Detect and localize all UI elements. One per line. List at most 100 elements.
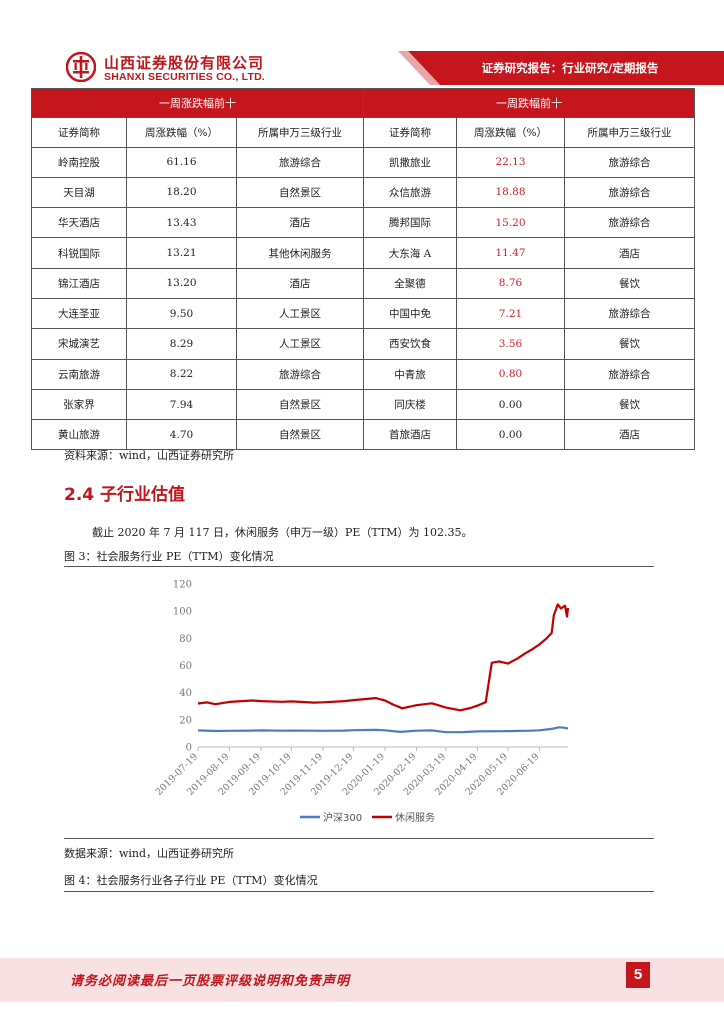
gainer-change-cell: 18.20 bbox=[126, 176, 237, 209]
gainer-change-cell: 9.50 bbox=[126, 297, 237, 330]
gainer-change-cell: 4.70 bbox=[126, 419, 237, 451]
loser-change-cell: 15.20 bbox=[456, 207, 565, 239]
gainer-change-cell: 13.43 bbox=[126, 207, 237, 239]
gainer-industry-cell: 酒店 bbox=[236, 267, 364, 299]
gainer-industry-cell: 旅游综合 bbox=[236, 358, 364, 390]
gainer-name-cell: 岭南控股 bbox=[31, 146, 127, 178]
figure4-caption: 图 4：社会服务行业各子行业 PE（TTM）变化情况 bbox=[64, 874, 318, 887]
y-tick-label: 100 bbox=[173, 607, 192, 618]
loser-name-cell: 同庆楼 bbox=[363, 388, 457, 421]
chart-source: 数据来源：wind，山西证券研究所 bbox=[64, 847, 235, 860]
table-title-row: 一周涨跌幅前十 一周跌幅前十 bbox=[31, 88, 696, 118]
table-row: 岭南控股 61.16 旅游综合 凯撒旅业 22.13 旅游综合 bbox=[31, 146, 696, 178]
body-paragraph: 截止 2020 年 7 月 117 日，休闲服务（申万一级）PE（TTM）为 1… bbox=[92, 526, 473, 539]
header-banner bbox=[398, 51, 724, 85]
gainers-title: 一周涨跌幅前十 bbox=[31, 88, 364, 118]
section-title: 2.4 子行业估值 bbox=[64, 485, 186, 505]
loser-name-cell: 中青旅 bbox=[363, 358, 457, 390]
weekly-change-table: 一周涨跌幅前十 一周跌幅前十 证券简称 周涨跌幅（%） 所属申万三级行业 证券简… bbox=[31, 88, 696, 451]
loser-name-cell: 腾邦国际 bbox=[363, 207, 457, 239]
gainer-name-cell: 科锐国际 bbox=[31, 237, 127, 269]
gainer-name-cell: 锦江酒店 bbox=[31, 267, 127, 299]
table-row: 宋城演艺 8.29 人工景区 西安饮食 3.56 餐饮 bbox=[31, 328, 696, 360]
loser-name-cell: 首旅酒店 bbox=[363, 419, 457, 451]
company-name-en: SHANXI SECURITIES CO., LTD. bbox=[104, 71, 265, 83]
loser-industry-cell: 酒店 bbox=[563, 237, 696, 269]
gainer-industry-cell: 人工景区 bbox=[236, 297, 364, 330]
y-tick-label: 0 bbox=[186, 743, 192, 754]
loser-change-cell: 0.80 bbox=[456, 358, 565, 390]
company-name-cn: 山西证券股份有限公司 bbox=[104, 54, 265, 72]
gainer-change-cell: 13.21 bbox=[126, 237, 237, 269]
loser-name-cell: 凯撒旅业 bbox=[363, 146, 457, 178]
col-header-industry: 所属申万三级行业 bbox=[563, 117, 696, 148]
figure3-caption: 图 3：社会服务行业 PE（TTM）变化情况 bbox=[64, 550, 274, 563]
gainer-industry-cell: 自然景区 bbox=[236, 419, 364, 451]
loser-industry-cell: 旅游综合 bbox=[563, 297, 696, 330]
gainer-industry-cell: 自然景区 bbox=[236, 176, 364, 209]
gainer-name-cell: 宋城演艺 bbox=[31, 328, 127, 360]
loser-change-cell: 11.47 bbox=[456, 237, 565, 269]
loser-industry-cell: 旅游综合 bbox=[563, 358, 696, 390]
gainer-change-cell: 8.29 bbox=[126, 328, 237, 360]
legend-label: 沪深300 bbox=[323, 811, 362, 824]
divider bbox=[64, 838, 654, 839]
gainer-name-cell: 天目湖 bbox=[31, 176, 127, 209]
y-tick-label: 20 bbox=[179, 715, 192, 726]
loser-name-cell: 西安饮食 bbox=[363, 328, 457, 360]
loser-change-cell: 8.76 bbox=[456, 267, 565, 299]
col-header-name: 证券简称 bbox=[363, 117, 457, 148]
gainer-change-cell: 8.22 bbox=[126, 358, 237, 390]
gainer-name-cell: 大连圣亚 bbox=[31, 297, 127, 330]
col-header-name: 证券简称 bbox=[31, 117, 127, 148]
col-header-change: 周涨跌幅（%） bbox=[456, 117, 565, 148]
loser-industry-cell: 酒店 bbox=[563, 419, 696, 451]
report-type: 证券研究报告：行业研究/定期报告 bbox=[481, 61, 659, 75]
loser-industry-cell: 餐饮 bbox=[563, 388, 696, 421]
footer-band bbox=[0, 958, 724, 1002]
gainer-name-cell: 华天酒店 bbox=[31, 207, 127, 239]
col-header-change: 周涨跌幅（%） bbox=[126, 117, 237, 148]
legend-label: 休闲服务 bbox=[395, 811, 435, 824]
gainer-name-cell: 张家界 bbox=[31, 388, 127, 421]
table-row: 科锐国际 13.21 其他休闲服务 大东海 A 11.47 酒店 bbox=[31, 237, 696, 269]
gainer-name-cell: 黄山旅游 bbox=[31, 419, 127, 451]
loser-name-cell: 大东海 A bbox=[363, 237, 457, 269]
leisure-series-line bbox=[197, 603, 570, 712]
page-number: 5 bbox=[626, 962, 650, 988]
y-tick-label: 60 bbox=[179, 661, 192, 672]
gainer-change-cell: 13.20 bbox=[126, 267, 237, 299]
gainer-industry-cell: 人工景区 bbox=[236, 328, 364, 360]
gainer-name-cell: 云南旅游 bbox=[31, 358, 127, 390]
loser-change-cell: 0.00 bbox=[456, 419, 565, 451]
y-tick-label: 40 bbox=[179, 688, 192, 699]
loser-change-cell: 22.13 bbox=[456, 146, 565, 178]
table-row: 云南旅游 8.22 旅游综合 中青旅 0.80 旅游综合 bbox=[31, 358, 696, 390]
divider bbox=[64, 566, 654, 567]
loser-industry-cell: 旅游综合 bbox=[563, 207, 696, 239]
table-row: 锦江酒店 13.20 酒店 全聚德 8.76 餐饮 bbox=[31, 267, 696, 299]
loser-name-cell: 全聚德 bbox=[363, 267, 457, 299]
pe-ttm-line-chart: 0204060801001202019-07-192019-08-192019-… bbox=[154, 580, 570, 824]
loser-change-cell: 18.88 bbox=[456, 176, 565, 209]
disclaimer-note: 请务必阅读最后一页股票评级说明和免责声明 bbox=[70, 974, 351, 989]
hs300-series-line bbox=[197, 726, 569, 734]
loser-name-cell: 中国中免 bbox=[363, 297, 457, 330]
table-row: 张家界 7.94 自然景区 同庆楼 0.00 餐饮 bbox=[31, 388, 696, 421]
table-header-row: 证券简称 周涨跌幅（%） 所属申万三级行业 证券简称 周涨跌幅（%） 所属申万三… bbox=[31, 117, 696, 148]
gainer-industry-cell: 旅游综合 bbox=[236, 146, 364, 178]
loser-change-cell: 7.21 bbox=[456, 297, 565, 330]
table-row: 黄山旅游 4.70 自然景区 首旅酒店 0.00 酒店 bbox=[31, 419, 696, 451]
loser-change-cell: 0.00 bbox=[456, 388, 565, 421]
gainer-change-cell: 7.94 bbox=[126, 388, 237, 421]
loser-industry-cell: 餐饮 bbox=[563, 328, 696, 360]
table-row: 天目湖 18.20 自然景区 众信旅游 18.88 旅游综合 bbox=[31, 176, 696, 209]
losers-title: 一周跌幅前十 bbox=[362, 88, 696, 118]
page-header: 山西证券股份有限公司 SHANXI SECURITIES CO., LTD. 证… bbox=[0, 0, 724, 88]
loser-industry-cell: 旅游综合 bbox=[563, 176, 696, 209]
y-tick-label: 120 bbox=[173, 580, 192, 591]
company-logo-icon bbox=[66, 52, 96, 82]
col-header-industry: 所属申万三级行业 bbox=[236, 117, 364, 148]
gainer-industry-cell: 自然景区 bbox=[236, 388, 364, 421]
table-source: 资料来源：wind，山西证券研究所 bbox=[64, 449, 235, 462]
